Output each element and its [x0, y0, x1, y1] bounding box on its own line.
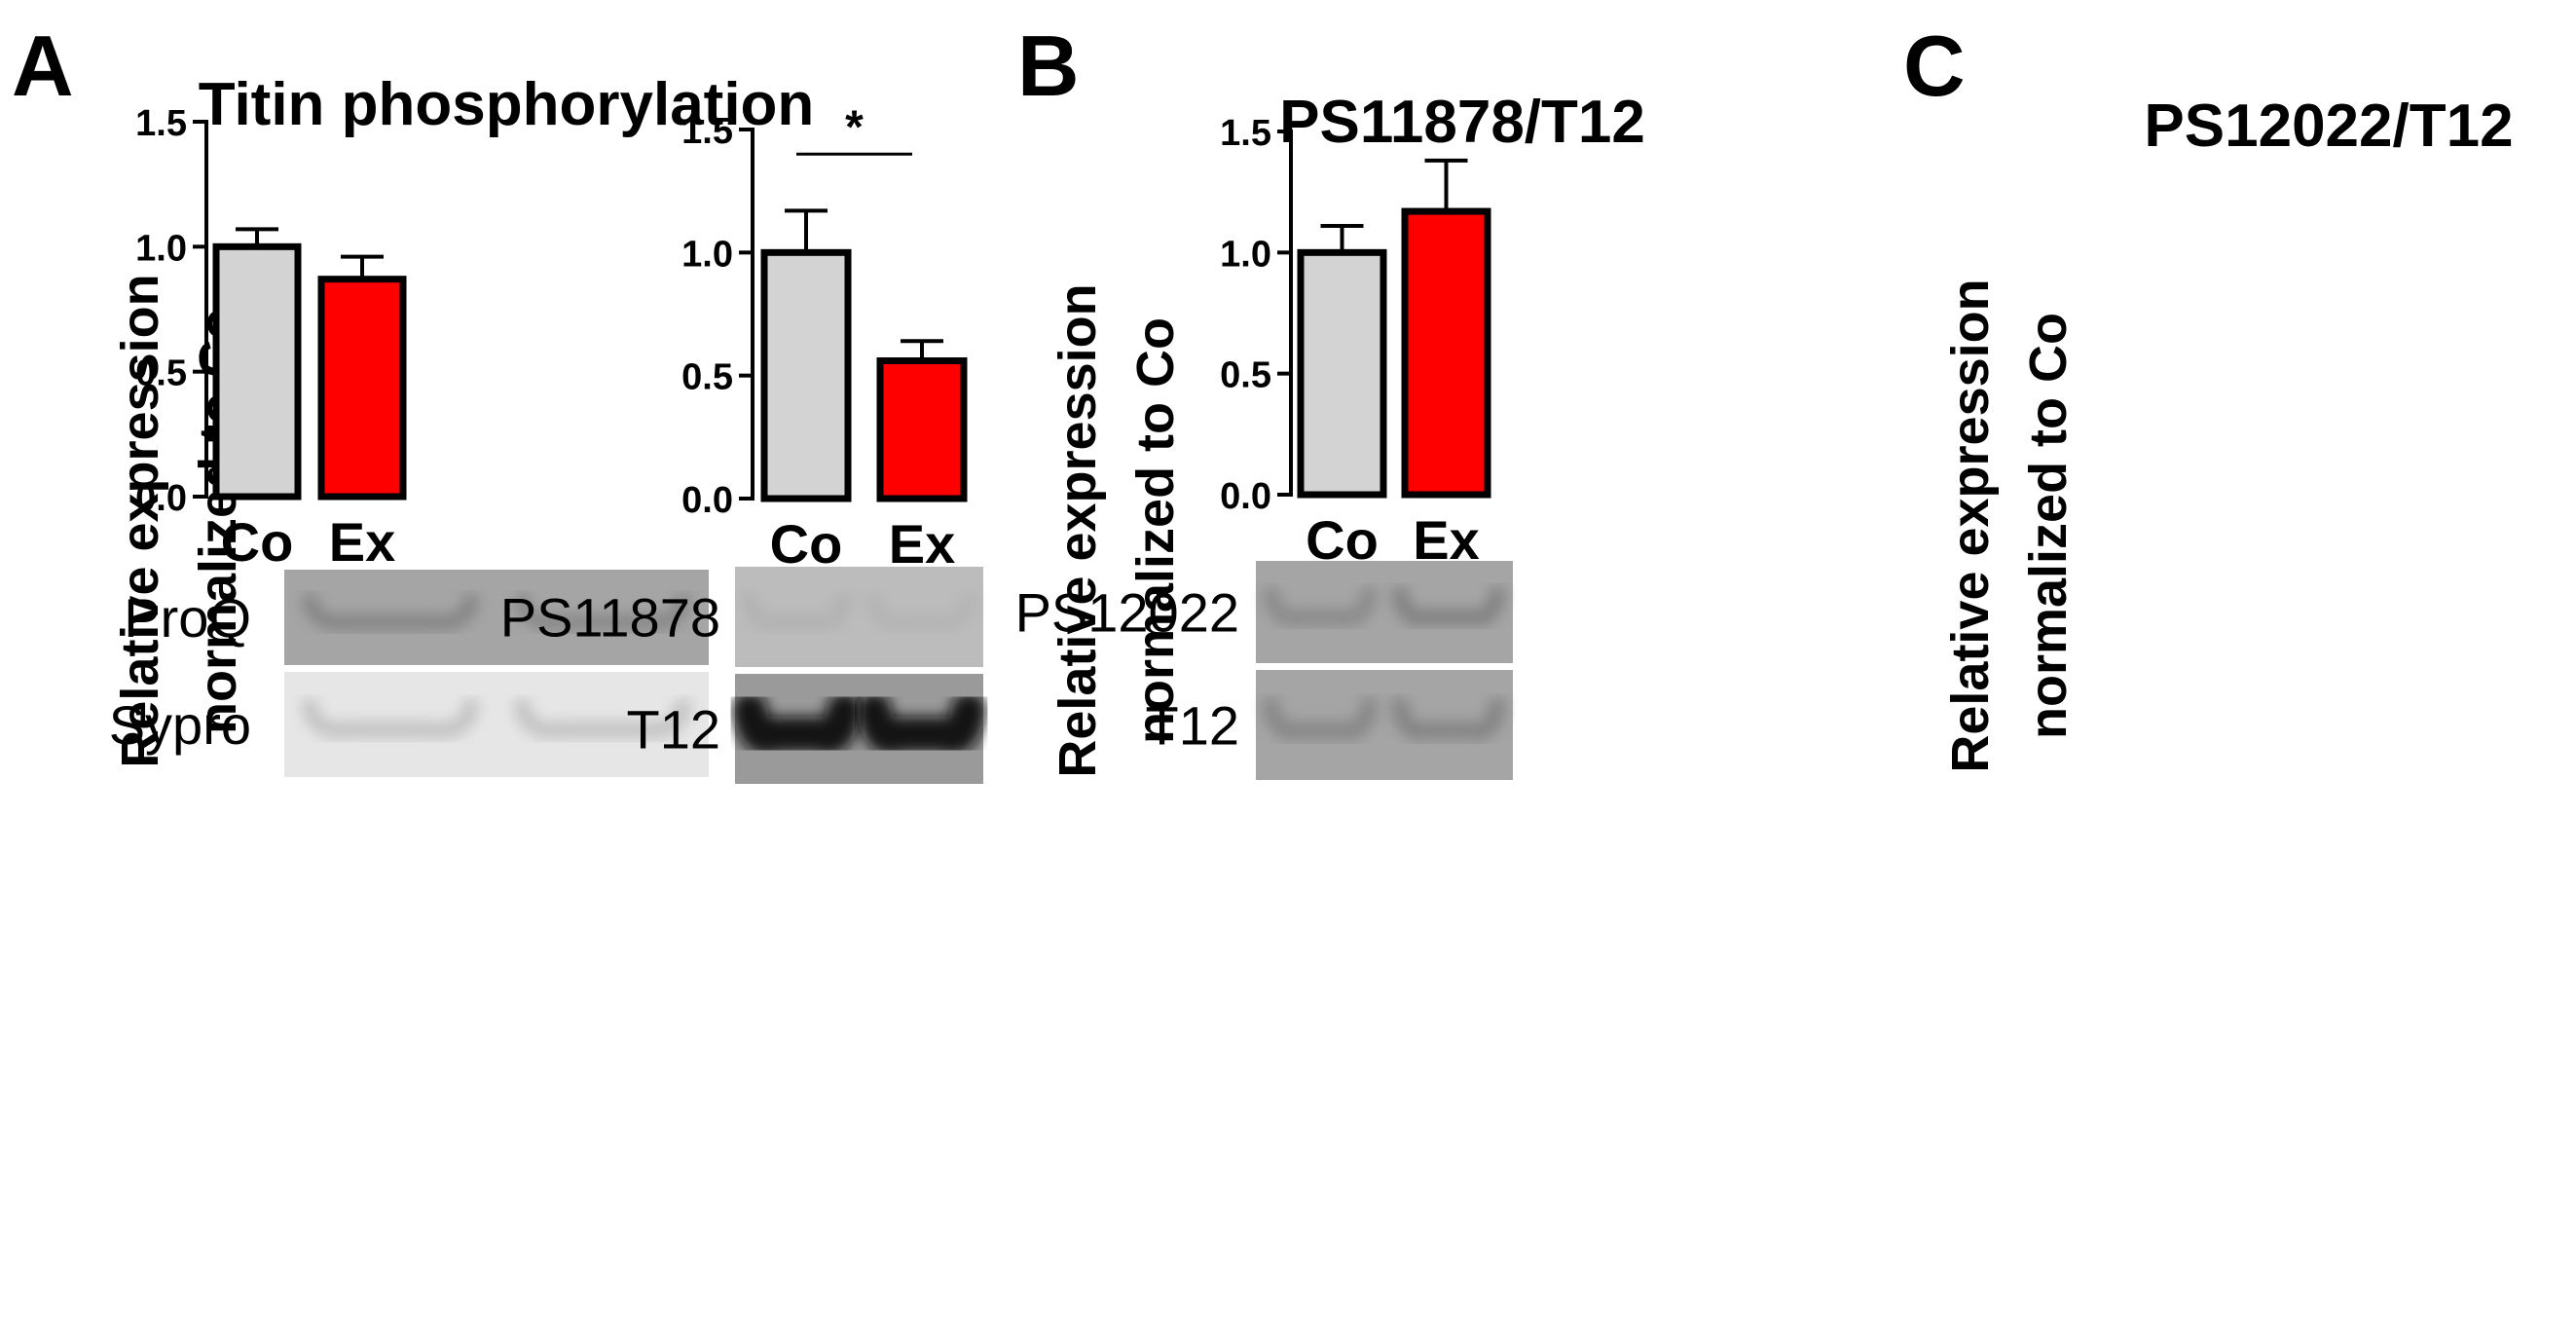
- bar-ex: [317, 276, 407, 501]
- y-axis-title-line1: Relative expression: [1049, 283, 1107, 777]
- y-tick-label: 0.5: [681, 357, 733, 398]
- blot-band: [1263, 586, 1378, 626]
- x-tick-label: Ex: [1413, 509, 1480, 571]
- bar-ex: [876, 357, 968, 502]
- y-axis-title-line2: normalized to Co: [2019, 313, 2078, 739]
- plot: 0.0 0.5 1.0 1.5 Co Ex: [135, 103, 407, 573]
- blot-band: [732, 692, 863, 755]
- blot-band: [1262, 697, 1379, 740]
- x-tick-label: Ex: [889, 513, 956, 575]
- chart-title: Titin phosphorylation: [199, 71, 815, 138]
- y-tick-label: 1.0: [1220, 234, 1271, 275]
- bar-co: [760, 248, 852, 502]
- y-tick-label: 0.5: [1220, 355, 1271, 396]
- blot-label: ProQ: [124, 587, 251, 649]
- y-axis-title-line1: Relative expression: [111, 274, 169, 767]
- y-tick-label: 0.0: [681, 480, 733, 521]
- panel-b: B PS11878/T12 Relative expression normal…: [500, 18, 1645, 784]
- y-tick-label: 0.5: [135, 353, 187, 394]
- y-tick-label: 1.0: [681, 234, 733, 275]
- y-axis-title-line2: normalized to Co: [1126, 317, 1185, 744]
- blot-strip-ps12022: PS12022: [1015, 561, 1513, 663]
- blot-strip-ps11878: PS11878: [500, 567, 983, 667]
- x-tick-label: Co: [770, 513, 843, 575]
- bar-ex: [1401, 207, 1491, 499]
- x-tick-label: Co: [1306, 509, 1379, 571]
- plot: 0.0 0.5 1.0 1.5 Co Ex *: [681, 101, 968, 575]
- y-tick-label: 1.5: [681, 111, 733, 152]
- blot-label: Sypro: [109, 694, 251, 756]
- blot-band: [865, 591, 976, 631]
- blot-band: [1391, 586, 1506, 626]
- panel-letter: C: [1903, 18, 1966, 114]
- y-tick-label: 0.0: [135, 478, 187, 519]
- chart-title: PS11878/T12: [1279, 89, 1645, 156]
- blot-band: [513, 698, 692, 739]
- bar-co: [1297, 248, 1387, 499]
- blot-label: T12: [627, 699, 721, 761]
- blot-band: [302, 593, 479, 631]
- y-tick-label: 0.0: [1220, 476, 1271, 517]
- panel-letter: A: [12, 18, 74, 114]
- blot-band: [301, 698, 480, 739]
- blots: PS12022 T12: [1015, 561, 1513, 780]
- panel-c: C PS12022/T12 Relative expression normal…: [1015, 18, 2514, 780]
- plot: 0.0 0.5 1.0 1.5 Co Ex: [1220, 113, 1491, 571]
- blot-band: [856, 692, 986, 755]
- blot-label: PS12022: [1015, 582, 1239, 644]
- blot-label: T12: [1146, 695, 1240, 757]
- bar-co: [212, 242, 302, 501]
- blot-strip-proq: ProQ: [124, 570, 709, 665]
- chart-title: PS12022/T12: [2144, 93, 2513, 160]
- x-tick-label: Co: [221, 511, 294, 573]
- blot-band: [1390, 697, 1507, 740]
- blots: PS11878 T12: [500, 567, 986, 784]
- blot-label: PS11878: [500, 587, 720, 649]
- y-tick-label: 1.0: [135, 228, 187, 269]
- x-tick-label: Ex: [329, 511, 396, 573]
- blot-band: [514, 593, 691, 631]
- y-tick-label: 1.5: [1220, 113, 1271, 154]
- blot-strip-t12: T12: [627, 674, 986, 784]
- y-tick-label: 1.5: [135, 103, 187, 144]
- blots: ProQ Sypro: [109, 570, 709, 777]
- blot-band: [742, 591, 853, 631]
- panel-a: A Titin phosphorylation Relative express…: [12, 18, 814, 777]
- y-axis-title: Relative expression normalized to Co: [1049, 283, 1185, 777]
- panel-letter: B: [1017, 18, 1080, 114]
- blot-strip-t12: T12: [1146, 670, 1513, 780]
- blot-strip-sypro: Sypro: [109, 672, 709, 777]
- y-axis-title: Relative expression normalized to Co: [1941, 278, 2078, 772]
- significance-marker: *: [845, 101, 864, 153]
- y-axis-title-line1: Relative expression: [1941, 278, 2000, 772]
